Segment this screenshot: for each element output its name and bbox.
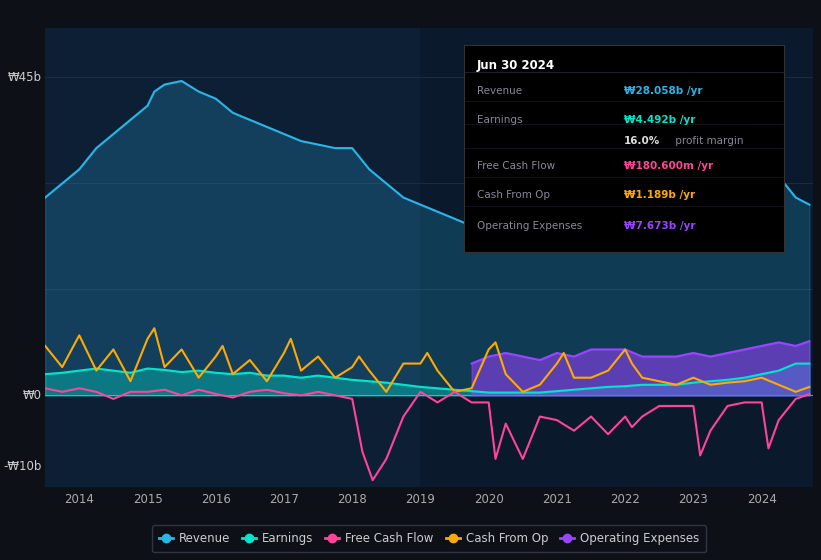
Text: ₩28.058b /yr: ₩28.058b /yr (624, 86, 703, 96)
Text: Free Cash Flow: Free Cash Flow (477, 161, 555, 171)
Text: ₩4.492b /yr: ₩4.492b /yr (624, 115, 695, 125)
Text: ₩45b: ₩45b (8, 71, 42, 84)
Legend: Revenue, Earnings, Free Cash Flow, Cash From Op, Operating Expenses: Revenue, Earnings, Free Cash Flow, Cash … (152, 525, 706, 553)
Bar (420, 28, 813, 487)
Text: Jun 30 2024: Jun 30 2024 (477, 59, 555, 72)
Text: ₩0: ₩0 (23, 389, 42, 402)
Text: -₩10b: -₩10b (4, 460, 42, 473)
Text: ₩180.600m /yr: ₩180.600m /yr (624, 161, 713, 171)
Text: Cash From Op: Cash From Op (477, 190, 550, 200)
Text: profit margin: profit margin (672, 136, 744, 146)
Text: Earnings: Earnings (477, 115, 522, 125)
Text: ₩7.673b /yr: ₩7.673b /yr (624, 221, 695, 231)
Text: 16.0%: 16.0% (624, 136, 660, 146)
Text: Operating Expenses: Operating Expenses (477, 221, 582, 231)
Text: Revenue: Revenue (477, 86, 522, 96)
Text: ₩1.189b /yr: ₩1.189b /yr (624, 190, 695, 200)
